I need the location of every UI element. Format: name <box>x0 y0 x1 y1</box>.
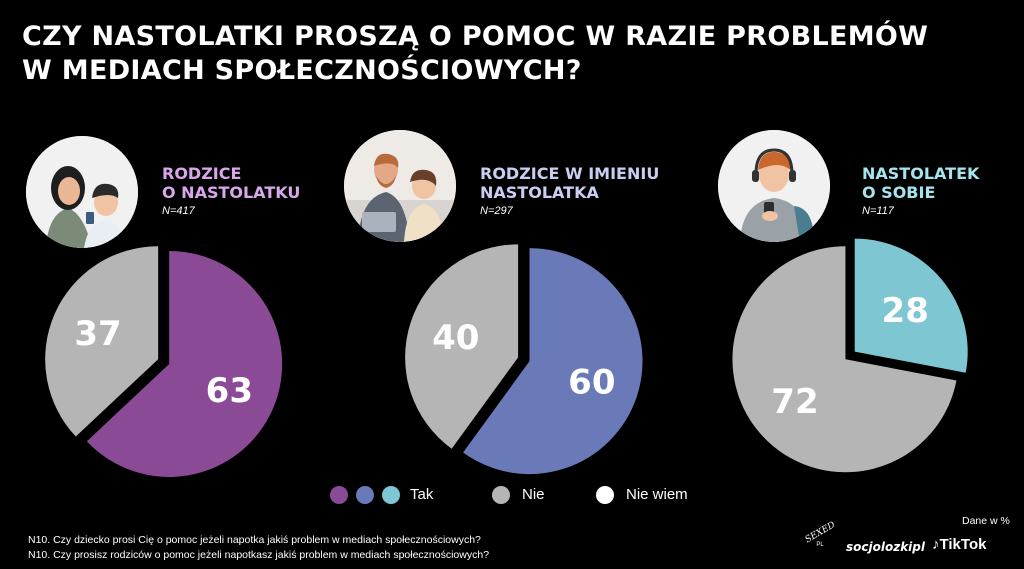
legend-swatch-tak-2 <box>356 486 374 504</box>
group-heading-1-line-2: O NASTOLATKU <box>162 183 301 202</box>
tiktok-icon: ♪ <box>932 536 940 553</box>
sexed-logo: SEXED PL <box>804 520 838 548</box>
legend-swatch-tak-1 <box>330 486 348 504</box>
legend-swatch-tak-3 <box>382 486 400 504</box>
sample-size-3: N=117 <box>862 205 894 217</box>
tiktok-logo-text: TikTok <box>939 536 987 553</box>
pie-2-slice-tak <box>463 248 643 475</box>
pie-3-slice-nie <box>732 246 957 473</box>
legend-swatch-nie-wiem <box>596 486 614 504</box>
page-title: CZY NASTOLATKI PROSZĄ O POMOC W RAZIE PR… <box>22 20 928 88</box>
tiktok-logo: ♪TikTok <box>932 536 986 553</box>
group-heading-3-line-2: O SOBIE <box>862 183 936 202</box>
sample-size-1: N=417 <box>162 205 195 217</box>
group-heading-3: NASTOLATEK O SOBIE <box>862 164 979 202</box>
pie-2-label-nie: 40 <box>432 318 479 358</box>
sexed-logo-sub: PL <box>816 542 824 548</box>
teen-headphones-illustration <box>718 130 830 242</box>
title-line-2: W MEDIACH SPOŁECZNOŚCIOWYCH? <box>22 55 582 86</box>
group-heading-3-line-1: NASTOLATEK <box>862 164 980 183</box>
title-line-1: CZY NASTOLATKI PROSZĄ O POMOC W RAZIE PR… <box>22 21 929 52</box>
pie-1-label-tak: 63 <box>206 371 253 411</box>
pie-2-label-tak: 60 <box>568 362 615 402</box>
parent-teen-illustration <box>26 136 138 248</box>
group-heading-1: RODZICE O NASTOLATKU <box>162 164 300 202</box>
pie-3-label-tak: 28 <box>882 291 929 331</box>
sample-size-2: N=297 <box>480 205 513 217</box>
footnote-1: N10. Czy dziecko prosi Cię o pomoc jeżel… <box>28 534 481 546</box>
footnote-2: N10. Czy prosisz rodziców o pomoc jeżeli… <box>28 549 490 561</box>
group-heading-2-line-1: RODZICE W IMIENIU <box>480 164 660 183</box>
pie-3-label-nie: 72 <box>771 382 818 422</box>
pie-1-label-nie: 37 <box>74 314 121 354</box>
pie-2-slice-nie <box>405 244 519 449</box>
group-heading-2: RODZICE W IMIENIU NASTOLATKA <box>480 164 659 202</box>
legend-label-nie: Nie <box>522 486 545 503</box>
socjolozki-logo: socjolozkipl <box>846 540 925 554</box>
legend-label-nie-wiem: Nie wiem <box>626 486 688 503</box>
unit-note: Dane w % <box>962 515 1010 527</box>
pie-3-slice-tak <box>854 238 968 373</box>
legend-swatch-nie <box>492 486 510 504</box>
legend-label-tak: Tak <box>410 486 434 503</box>
group-heading-1-line-1: RODZICE <box>162 164 242 183</box>
pie-1-slice-tak <box>86 250 283 477</box>
group-heading-2-line-2: NASTOLATKA <box>480 183 599 202</box>
pie-1-slice-nie <box>45 246 159 437</box>
